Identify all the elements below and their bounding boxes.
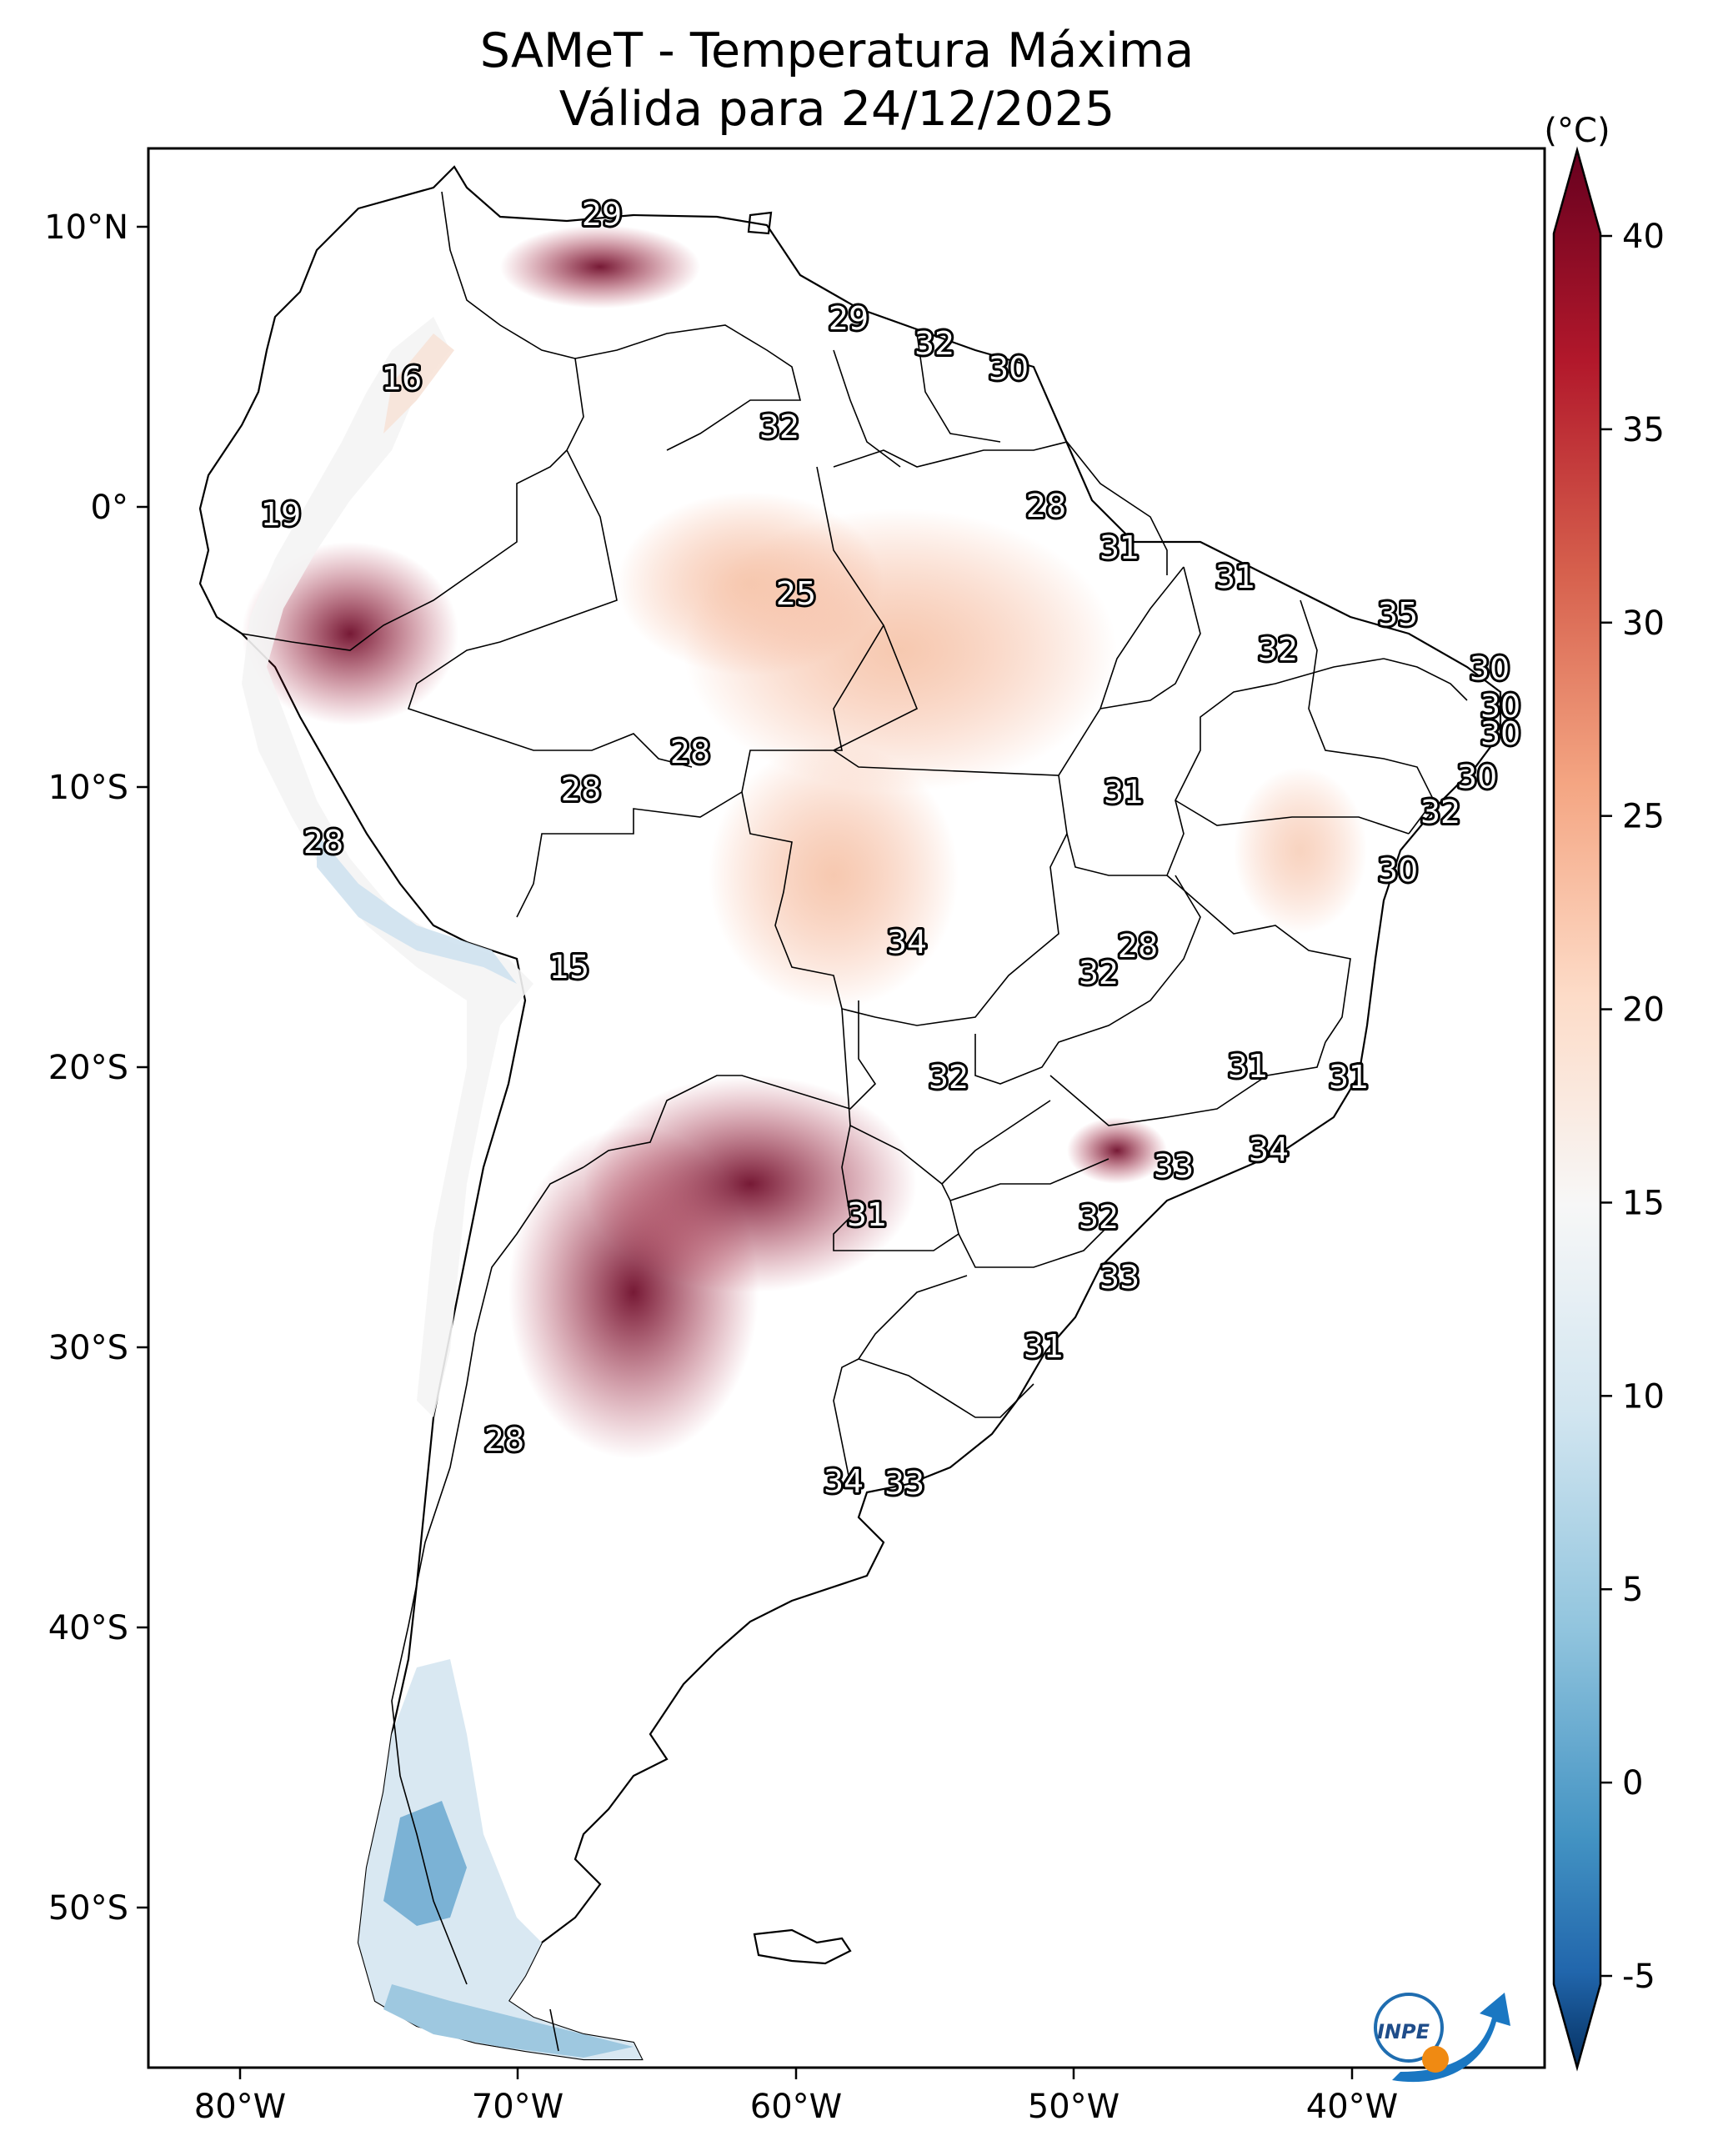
temp-label-teresina: 32 [1258, 631, 1298, 668]
temp-label-asuncion: 31 [847, 1196, 887, 1233]
temp-label-manaus: 25 [776, 575, 816, 612]
andes-cool-strip [242, 317, 533, 1417]
temp-label-belo-horizonte: 31 [1228, 1048, 1268, 1085]
temp-label-vitoria: 31 [1329, 1059, 1369, 1096]
falkland-islands [753, 1928, 852, 1965]
map-title-line1: SAMeT - Temperatura Máxima [480, 23, 1195, 78]
lon-tick-60w: 60°W [750, 2088, 842, 2126]
colorbar-tick-label: 35 [1622, 411, 1665, 449]
lon-tick-40w: 40°W [1306, 2088, 1398, 2126]
colorbar-tick-label: 25 [1622, 798, 1665, 836]
temp-label-aracaju: 32 [1420, 794, 1460, 830]
map-frame [147, 147, 1546, 2069]
temp-label-salvador: 30 [1378, 852, 1418, 889]
lon-tick-80w: 80°W [194, 2088, 286, 2126]
temp-label-la-paz: 15 [549, 949, 589, 985]
temp-label-cuiaba: 34 [887, 924, 927, 960]
patagonia-cold [358, 1659, 642, 2059]
political-borders [241, 191, 1468, 2052]
colorbar-tick-label: 20 [1622, 991, 1665, 1030]
south-america-landmass [198, 165, 1502, 2061]
mild-amazonas-west [617, 492, 884, 675]
patagonia-blue-core [383, 1801, 467, 1926]
hot-core-peru-amazon [242, 542, 458, 725]
temp-label-campo-grande: 32 [929, 1059, 969, 1096]
temp-label-georgetown: 29 [829, 300, 869, 337]
temp-label-quito: 19 [261, 496, 301, 533]
temp-label-lima: 28 [303, 824, 343, 860]
trinidad-island [747, 211, 773, 235]
colorbar-tick-label: 15 [1622, 1184, 1665, 1222]
temp-label-sao-luis: 31 [1215, 559, 1255, 595]
temp-label-florianopolis: 33 [1099, 1259, 1139, 1296]
colorbar-tick-label: 0 [1622, 1764, 1643, 1803]
temp-label-natal: 30 [1470, 650, 1510, 687]
mild-bahia [1234, 767, 1367, 934]
lat-tick-50s: 50°S [48, 1889, 128, 1928]
map-area [198, 165, 1502, 2061]
temp-label-caracas: 29 [582, 196, 622, 233]
temp-label-rio-de-janeiro: 34 [1249, 1131, 1289, 1168]
lon-tick-50w: 50°W [1028, 2088, 1119, 2126]
temp-label-joao-pessoa: 30 [1480, 688, 1520, 725]
andes-blue-core [317, 834, 517, 984]
lat-tick-20s: 20°S [48, 1049, 128, 1087]
inpe-logo: INPE [1374, 1993, 1510, 2083]
temp-label-goiania: 32 [1079, 955, 1119, 991]
colorbar-unit: (°C) [1544, 112, 1610, 150]
lat-tick-0: 0° [91, 489, 128, 527]
temp-label-santiago: 28 [484, 1421, 524, 1458]
lat-tick-10n: 10°N [44, 208, 128, 247]
colorbar-tick-label: 30 [1622, 604, 1665, 643]
colorbar: (°C) 40 35 30 25 20 15 10 5 0 -5 [1544, 112, 1665, 2072]
temp-label-sao-paulo: 33 [1154, 1148, 1194, 1185]
temp-label-buenos-aires: 34 [824, 1463, 864, 1500]
lon-axis: 80°W 70°W 60°W 50°W 40°W [194, 2068, 1398, 2126]
temp-label-porto-velho: 28 [670, 734, 710, 770]
hot-core-venezuela [500, 225, 700, 308]
temp-label-palmas: 31 [1104, 774, 1144, 810]
temp-label-boa-vista: 32 [759, 409, 799, 445]
svg-text:INPE: INPE [1377, 2020, 1430, 2043]
tierra-del-fuego-light [383, 1984, 634, 2058]
colorbar-body [1552, 146, 1602, 2072]
colorbar-tick-label: 40 [1622, 218, 1665, 256]
lat-tick-30s: 30°S [48, 1329, 128, 1367]
temp-label-fortaleza: 35 [1378, 596, 1418, 633]
temp-label-brasilia: 28 [1118, 928, 1158, 965]
temp-label-paramaribo: 32 [914, 325, 954, 362]
hot-core-chaco [584, 1075, 917, 1292]
temp-label-rio-branco: 28 [561, 771, 601, 808]
temp-label-montevideo: 33 [884, 1465, 924, 1502]
temperature-labels: 29 16 29 32 30 32 19 28 31 31 35 25 32 3… [258, 193, 1523, 1504]
colorbar-tick-label: 5 [1622, 1571, 1643, 1609]
colorbar-tick-label: 10 [1622, 1377, 1665, 1416]
temp-label-macapa: 28 [1026, 488, 1066, 524]
temp-label-maceio: 30 [1457, 759, 1497, 795]
hot-core-sao-paulo [1067, 1117, 1167, 1184]
temp-label-bogota: 16 [382, 360, 422, 397]
lat-tick-10s: 10°S [48, 769, 128, 807]
lat-tick-40s: 40°S [48, 1609, 128, 1647]
temp-label-cayenne: 30 [989, 350, 1029, 387]
temp-label-belem: 31 [1099, 529, 1139, 566]
mild-mato-grosso [709, 742, 959, 1009]
bogota-cool [383, 333, 454, 434]
lon-tick-70w: 70°W [472, 2088, 563, 2126]
temp-label-curitiba: 32 [1079, 1199, 1119, 1236]
map-title-line2: Válida para 24/12/2025 [559, 82, 1115, 137]
temp-label-recife: 30 [1480, 715, 1520, 752]
colorbar-tick-label: -5 [1622, 1958, 1655, 1996]
lat-axis: 10°N 0° 10°S 20°S 30°S 40°S 50°S [44, 208, 148, 1928]
temp-label-porto-alegre: 31 [1024, 1328, 1064, 1365]
